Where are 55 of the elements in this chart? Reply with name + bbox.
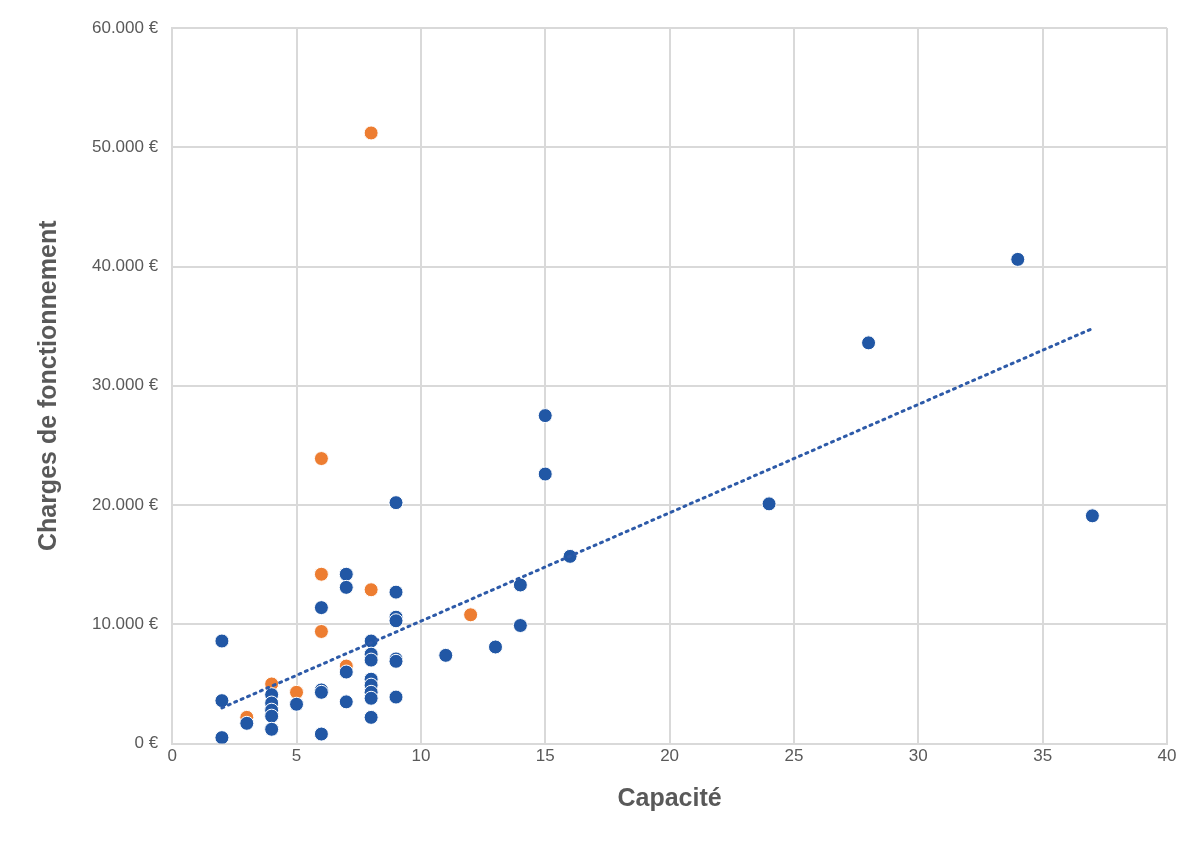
point	[338, 694, 354, 710]
point	[363, 690, 379, 706]
y-tick-label: 10.000 €	[91, 614, 159, 634]
x-tick-label: 5	[291, 746, 302, 766]
x-tick-label: 30	[908, 746, 928, 766]
y-tick-label: 20.000 €	[91, 494, 159, 514]
point	[512, 618, 528, 634]
point	[388, 584, 404, 600]
x-tick-label: 25	[784, 746, 804, 766]
y-tick-label: 30.000 €	[91, 375, 159, 395]
x-tick-label: 35	[1033, 746, 1053, 766]
point	[338, 579, 354, 595]
point	[214, 730, 230, 744]
point	[761, 496, 777, 512]
point	[239, 715, 255, 731]
x-tick-label: 40	[1157, 746, 1177, 766]
point	[388, 495, 404, 511]
point	[363, 582, 379, 598]
point	[537, 466, 553, 482]
point	[264, 708, 280, 724]
x-tick-label: 15	[535, 746, 555, 766]
point	[214, 693, 230, 709]
y-tick-label: 60.000 €	[91, 17, 159, 37]
point	[363, 652, 379, 668]
point	[861, 335, 877, 351]
point	[338, 566, 354, 582]
x-tick-label: 20	[660, 746, 680, 766]
point	[1010, 251, 1026, 267]
point	[487, 639, 503, 655]
point	[388, 613, 404, 629]
y-tick-label: 40.000 €	[91, 256, 159, 276]
point	[289, 696, 305, 712]
point	[289, 684, 305, 700]
point	[363, 125, 379, 141]
point	[313, 600, 329, 616]
x-axis-title: Capacité	[617, 782, 722, 811]
point	[388, 689, 404, 705]
point	[463, 607, 479, 623]
point	[1084, 508, 1100, 524]
point	[313, 623, 329, 639]
y-tick-label: 0 €	[134, 733, 159, 753]
y-axis-title: Charges de fonctionnement	[32, 219, 61, 552]
point	[363, 709, 379, 725]
y-tick-label: 50.000 €	[91, 136, 159, 156]
point	[537, 408, 553, 424]
point	[313, 726, 329, 742]
x-tick-label: 0	[167, 746, 177, 766]
x-tick-label: 10	[411, 746, 431, 766]
point	[313, 566, 329, 582]
point	[264, 721, 280, 737]
point	[313, 451, 329, 467]
point	[438, 647, 454, 663]
point	[214, 633, 230, 649]
point	[338, 664, 354, 680]
point	[512, 577, 528, 593]
